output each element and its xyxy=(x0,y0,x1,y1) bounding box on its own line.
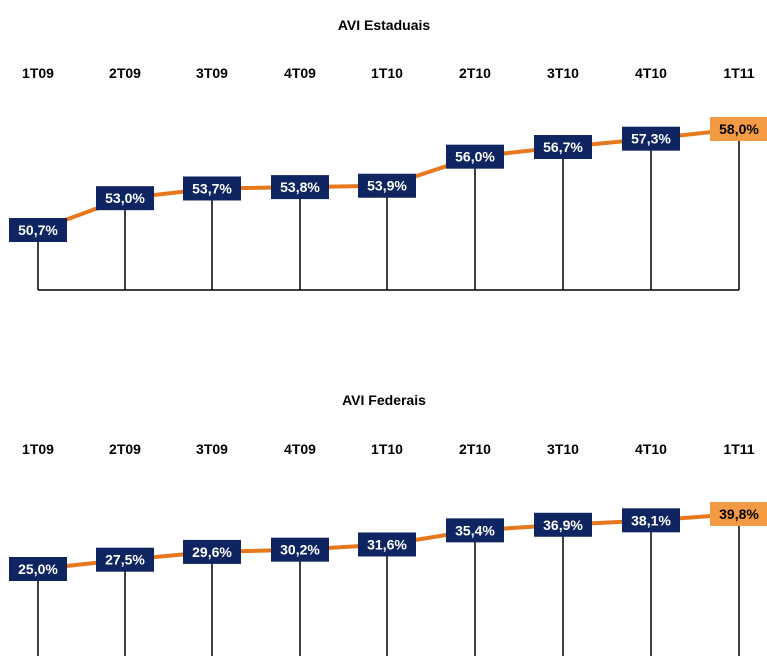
data-label-3t09: 29,6% xyxy=(192,544,232,560)
chart-title: AVI Federais xyxy=(342,392,426,408)
category-label-3t10: 3T10 xyxy=(547,65,579,81)
data-label-1t09: 25,0% xyxy=(18,561,58,577)
data-label-3t10: 36,9% xyxy=(543,517,583,533)
category-label-3t09: 3T09 xyxy=(196,441,228,457)
data-label-box-2t10 xyxy=(446,144,504,169)
data-label-2t10: 56,0% xyxy=(455,149,495,165)
data-label-2t09: 27,5% xyxy=(105,552,145,568)
data-label-4t10: 57,3% xyxy=(631,131,671,147)
category-label-1t10: 1T10 xyxy=(371,441,403,457)
data-label-1t11: 39,8% xyxy=(719,506,759,522)
data-label-box-1t09 xyxy=(9,557,67,581)
category-label-1t11: 1T11 xyxy=(723,65,754,81)
category-label-3t10: 3T10 xyxy=(547,441,579,457)
category-label-1t11: 1T11 xyxy=(723,441,754,457)
data-label-box-4t09 xyxy=(271,537,329,562)
data-label-box-4t10 xyxy=(622,126,680,151)
data-label-box-1t11 xyxy=(710,117,767,141)
data-label-1t11: 58,0% xyxy=(719,121,759,137)
category-label-3t09: 3T09 xyxy=(196,65,228,81)
data-label-1t10: 53,9% xyxy=(367,178,407,194)
category-label-4t10: 4T10 xyxy=(635,65,667,81)
data-label-box-1t11 xyxy=(710,502,767,526)
data-label-3t09: 53,7% xyxy=(192,180,232,196)
data-label-box-3t10 xyxy=(534,512,592,537)
category-label-1t09: 1T09 xyxy=(22,65,54,81)
category-label-4t09: 4T09 xyxy=(284,65,316,81)
data-label-box-2t09 xyxy=(96,186,154,211)
data-label-box-3t09 xyxy=(183,539,241,564)
chart-title: AVI Estaduais xyxy=(338,17,431,33)
data-label-2t10: 35,4% xyxy=(455,522,495,538)
category-label-1t09: 1T09 xyxy=(22,441,54,457)
category-label-2t09: 2T09 xyxy=(109,441,141,457)
category-label-4t10: 4T10 xyxy=(635,441,667,457)
data-label-4t10: 38,1% xyxy=(631,512,671,528)
category-label-4t09: 4T09 xyxy=(284,441,316,457)
data-label-4t09: 53,8% xyxy=(280,179,320,195)
data-label-4t09: 30,2% xyxy=(280,542,320,558)
category-label-2t10: 2T10 xyxy=(459,65,491,81)
category-label-1t10: 1T10 xyxy=(371,65,403,81)
data-label-box-1t10 xyxy=(358,532,416,557)
data-label-1t10: 31,6% xyxy=(367,536,407,552)
data-label-box-4t09 xyxy=(271,175,329,200)
chart-avi-federais: AVI Federais 1T09 2T09 3T09 4T09 1T10 2T10 3T1… xyxy=(9,392,767,656)
data-label-box-3t09 xyxy=(183,176,241,201)
data-label-box-2t10 xyxy=(446,518,504,543)
data-label-box-1t09 xyxy=(9,218,67,242)
data-label-2t09: 53,0% xyxy=(105,190,145,206)
category-label-2t10: 2T10 xyxy=(459,441,491,457)
data-label-box-1t10 xyxy=(358,173,416,198)
data-label-box-3t10 xyxy=(534,134,592,159)
category-label-2t09: 2T09 xyxy=(109,65,141,81)
data-label-box-2t09 xyxy=(96,547,154,572)
data-label-box-4t10 xyxy=(622,508,680,533)
chart-avi-estaduais: AVI Estaduais 1T09 2T09 3T09 4T09 1T10 2T10 3T… xyxy=(9,17,767,291)
data-label-3t10: 56,7% xyxy=(543,139,583,155)
data-label-1t09: 50,7% xyxy=(18,222,58,238)
